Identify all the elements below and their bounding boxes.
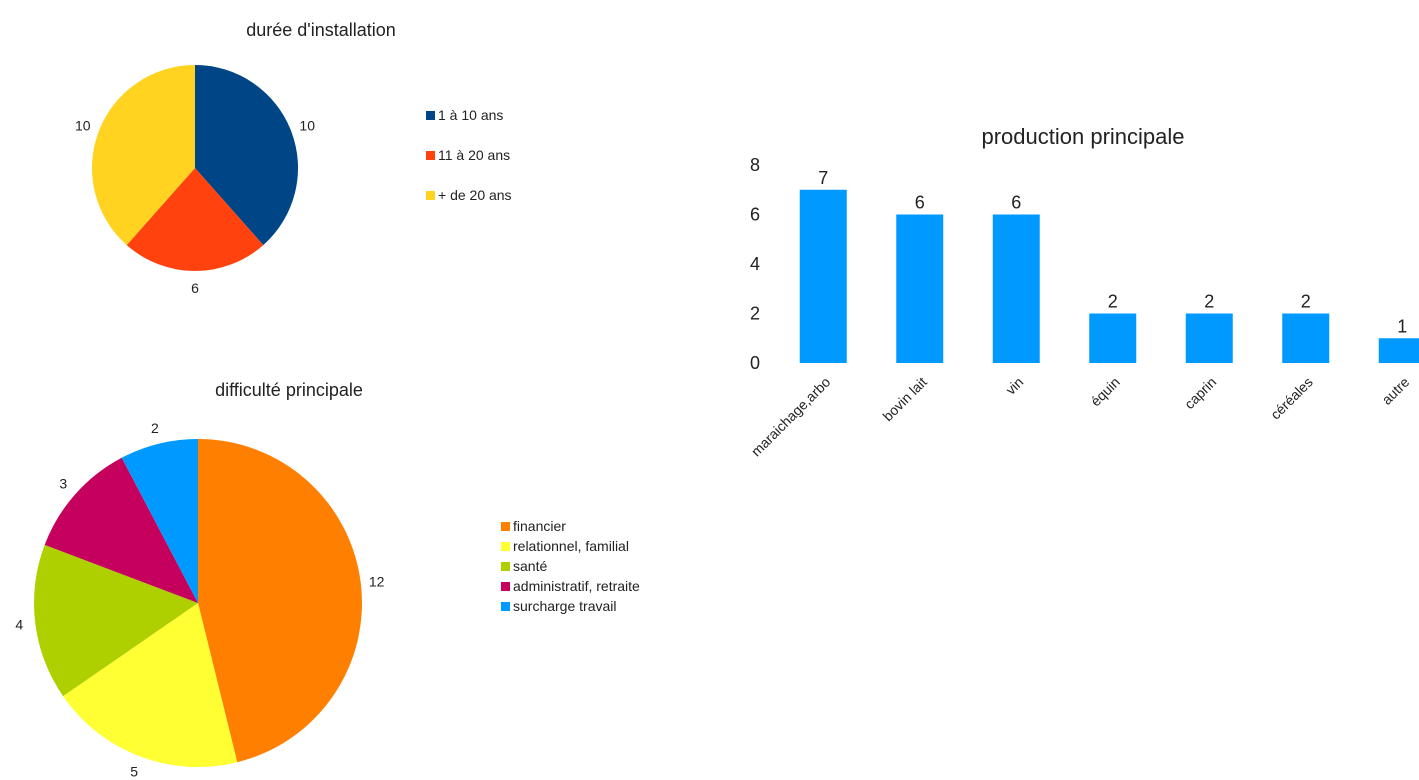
pie2-legend-label-surcharge-travail: surcharge travail — [513, 598, 617, 614]
pie1-legend-label-de-20-ans: + de 20 ans — [438, 187, 512, 203]
y-tick-8: 8 — [750, 155, 760, 175]
y-tick-2: 2 — [750, 304, 760, 324]
pie1-legend-swatch-1-a-10-ans — [426, 111, 435, 120]
pie2-legend-label-administratif-retraite: administratif, retraite — [513, 578, 640, 594]
pie1-slice-1-a-10-ans — [195, 65, 298, 246]
pie2-slice-surcharge-travail — [121, 439, 198, 603]
bar-value-autre: 1 — [1397, 316, 1407, 336]
pie2-legend-swatch-sante — [501, 562, 510, 571]
pie2-legend: financier relationnel, familial santé admin… — [501, 518, 640, 614]
x-tick-bovin-lait: bovin lait — [879, 374, 929, 424]
pie2-slice-label-financier: 12 — [369, 573, 385, 589]
pie1-slice-label-11-a-20-ans: 6 — [191, 280, 199, 296]
bar-value-vin: 6 — [1011, 193, 1021, 213]
x-tick-caprin: caprin — [1181, 374, 1219, 412]
x-tick-maraichage-arbo: maraichage,arbo — [748, 374, 834, 460]
pie2-slice-label-sante: 4 — [15, 617, 23, 633]
pie1-slice-label-1-a-10-ans: 10 — [299, 117, 315, 133]
x-tick-vin: vin — [1002, 374, 1026, 398]
x-tick-autre: autre — [1378, 374, 1412, 408]
x-axis: maraichage,arbo bovin lait vin équin caprin c… — [748, 374, 1413, 460]
pie1-legend-swatch-11-a-20-ans — [426, 151, 435, 160]
pie1-slice-de-20-ans — [92, 65, 195, 246]
bar-caprin — [1185, 313, 1233, 363]
pie1-title: durée d'installation — [246, 20, 396, 40]
bar-cereales — [1282, 313, 1330, 363]
bar-value-caprin: 2 — [1204, 292, 1214, 312]
pie2-legend-swatch-financier — [501, 522, 510, 531]
bar-vin — [992, 214, 1040, 363]
pie2-slice-label-administratif-retraite: 3 — [59, 476, 67, 492]
pie2-legend-swatch-administratif-retraite — [501, 582, 510, 591]
y-tick-0: 0 — [750, 353, 760, 373]
pie-chart-duree-installation: durée d'installation 10 6 10 1 à 10 ans 11 … — [75, 20, 512, 296]
x-tick-equin: équin — [1087, 374, 1123, 410]
y-tick-4: 4 — [750, 254, 760, 274]
pie1-legend: 1 à 10 ans 11 à 20 ans + de 20 ans — [426, 107, 512, 203]
pie2-legend-label-sante: santé — [513, 558, 547, 574]
bar-maraichage-arbo — [799, 189, 847, 363]
pie1-legend-label-1-a-10-ans: 1 à 10 ans — [438, 107, 503, 123]
pie1-slice-11-a-20-ans — [126, 168, 264, 272]
bar-value-cereales: 2 — [1301, 292, 1311, 312]
pie2-slice-relationnel-familial — [63, 603, 238, 767]
bar-chart-production-principale: production principale 0 2 4 6 8 7 6 6 2 2 2 1 mara… — [748, 124, 1419, 459]
bar-bovin-lait — [896, 214, 944, 363]
bar-value-maraichage-arbo: 7 — [818, 168, 828, 188]
pie2-slice-label-surcharge-travail: 2 — [151, 420, 159, 436]
pie1-legend-swatch-de-20-ans — [426, 191, 435, 200]
bar-autre — [1378, 338, 1419, 363]
pie2-title: difficulté principale — [215, 380, 363, 400]
bar-title: production principale — [981, 124, 1184, 149]
pie2-legend-swatch-surcharge-travail — [501, 602, 510, 611]
bar-value-bovin-lait: 6 — [915, 193, 925, 213]
pie2-slice-sante — [34, 544, 199, 697]
pie2-legend-label-financier: financier — [513, 518, 566, 534]
y-axis: 0 2 4 6 8 — [750, 155, 760, 373]
pie2-slice-administratif-retraite — [44, 457, 199, 603]
y-tick-6: 6 — [750, 205, 760, 225]
pie1-legend-label-11-a-20-ans: 11 à 20 ans — [438, 147, 510, 163]
pie2-slice-financier — [198, 439, 362, 763]
x-tick-cereales: céréales — [1267, 374, 1316, 423]
bar-equin — [1089, 313, 1137, 363]
pie-chart-difficulte-principale: difficulté principale 12 5 4 3 2 financier re… — [15, 380, 640, 779]
pie2-legend-swatch-relationnel-familial — [501, 542, 510, 551]
pie2-legend-label-relationnel-familial: relationnel, familial — [513, 538, 629, 554]
pie2-slice-label-relationnel-familial: 5 — [130, 763, 138, 779]
bar-value-equin: 2 — [1108, 292, 1118, 312]
pie1-slice-label-de-20-ans: 10 — [75, 117, 91, 133]
